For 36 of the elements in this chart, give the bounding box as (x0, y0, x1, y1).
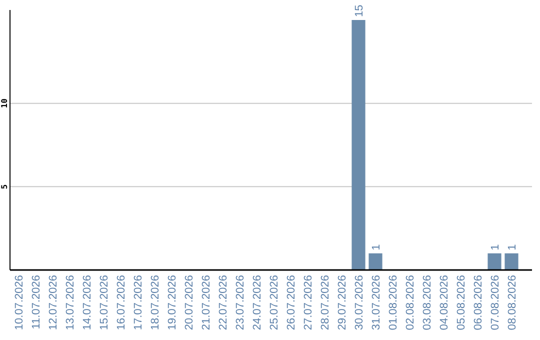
x-tick-label: 11.07.2026 (30, 275, 42, 330)
y-tick-label: 10 (0, 98, 9, 108)
x-tick-label: 14.07.2026 (82, 275, 94, 330)
x-tick-label: 31.07.2026 (370, 275, 382, 330)
data-label: 15 (354, 4, 366, 17)
x-tick-label: 08.08.2026 (506, 275, 518, 330)
x-tick-label: 22.07.2026 (218, 275, 230, 330)
x-tick-label: 25.07.2026 (268, 275, 280, 330)
x-tick-label: 02.08.2026 (404, 275, 416, 330)
x-tick-label: 23.07.2026 (234, 275, 246, 330)
x-tick-label: 07.08.2026 (490, 275, 502, 330)
x-tick-label: 27.07.2026 (302, 275, 314, 330)
x-tick-label: 03.08.2026 (422, 275, 434, 330)
x-tick-label: 16.07.2026 (116, 275, 128, 330)
x-tick-label: 30.07.2026 (354, 275, 366, 330)
x-tick-label: 17.07.2026 (132, 275, 144, 330)
data-label: 1 (490, 244, 502, 250)
x-tick-label: 20.07.2026 (184, 275, 196, 330)
x-tick-label: 15.07.2026 (98, 275, 110, 330)
x-tick-label: 10.07.2026 (14, 275, 26, 330)
y-tick-label: 5 (0, 184, 9, 190)
x-tick-label: 28.07.2026 (320, 275, 332, 330)
x-tick-label: 29.07.2026 (336, 275, 348, 330)
x-tick-label: 18.07.2026 (150, 275, 162, 330)
x-tick-label: 19.07.2026 (166, 275, 178, 330)
x-tick-label: 04.08.2026 (438, 275, 450, 330)
x-tick-label: 24.07.2026 (252, 275, 264, 330)
x-tick-label: 12.07.2026 (48, 275, 60, 330)
x-tick-label: 13.07.2026 (64, 275, 76, 330)
data-label: 1 (370, 244, 382, 250)
x-tick-label: 21.07.2026 (200, 275, 212, 330)
x-tick-label: 26.07.2026 (286, 275, 298, 330)
x-tick-label: 05.08.2026 (456, 275, 468, 330)
x-tick-label: 06.08.2026 (472, 275, 484, 330)
x-tick-label: 01.08.2026 (388, 275, 400, 330)
data-label: 1 (506, 244, 518, 250)
